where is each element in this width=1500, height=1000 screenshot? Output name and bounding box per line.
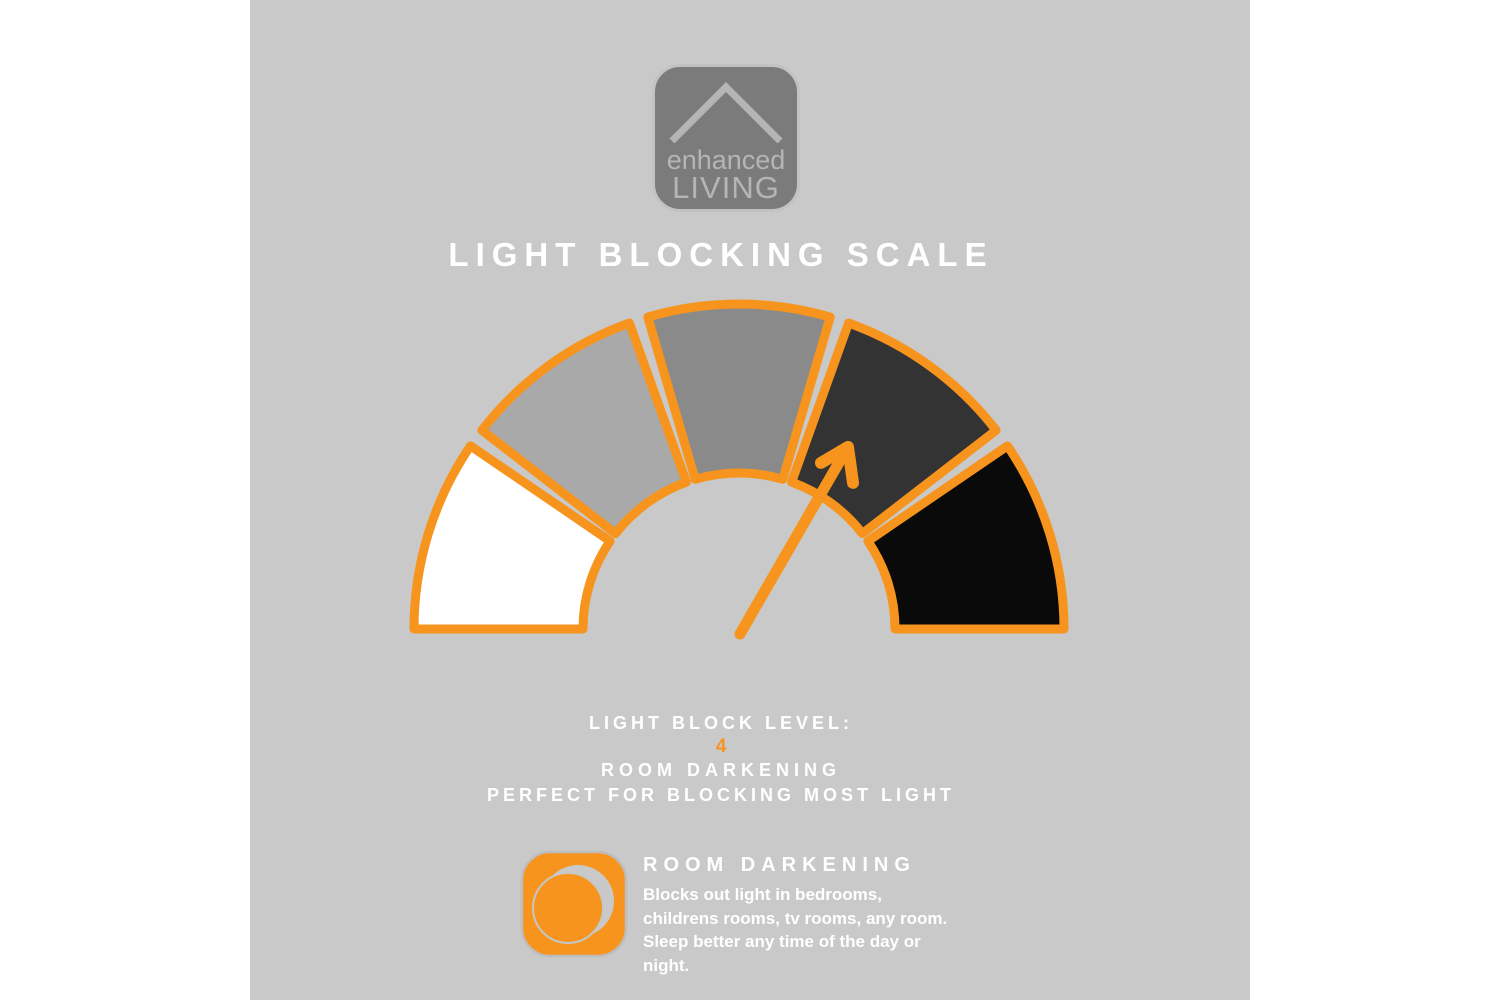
moon-icon [520, 850, 628, 958]
brand-name-bottom: LIVING [672, 170, 780, 205]
infographic-canvas: enhanced LIVING LIGHT BLOCKING SCALE LIG… [250, 0, 1250, 1000]
feature-body-line: night. [643, 955, 690, 975]
feature-text: ROOM DARKENING Blocks out light in bedro… [643, 854, 973, 977]
feature-body: Blocks out light in bedrooms, childrens … [643, 883, 973, 977]
level-value: 4 [715, 736, 727, 757]
gauge-needle [734, 441, 854, 640]
gauge-segment-level-3 [643, 299, 835, 484]
feature-body-line: Sleep better any time of the day or [643, 932, 921, 951]
level-name: ROOM DARKENING [601, 760, 841, 780]
gauge-segment-level-2 [477, 318, 691, 539]
feature-section: ROOM DARKENING Blocks out light in bedro… [520, 846, 1000, 986]
gauge-segment-level-5 [863, 441, 1069, 634]
page-title: LIGHT BLOCKING SCALE [448, 236, 994, 273]
gauge-segment-level-1 [409, 441, 615, 634]
feature-body-line: childrens rooms, tv rooms, any room. [643, 908, 948, 928]
roof-icon [669, 82, 783, 143]
moon-icon-disc [532, 872, 604, 944]
brand-name-top: enhanced [666, 145, 786, 175]
level-label: LIGHT BLOCK LEVEL: [589, 713, 853, 733]
level-tagline: PERFECT FOR BLOCKING MOST LIGHT [487, 785, 955, 805]
feature-body-line: Blocks out light in bedrooms, [643, 885, 882, 904]
level-summary: LIGHT BLOCK LEVEL: 4 ROOM DARKENING PERF… [371, 711, 1071, 808]
feature-heading: ROOM DARKENING [643, 854, 916, 876]
brand-logo: enhanced LIVING [652, 64, 800, 212]
light-blocking-gauge [409, 299, 1069, 640]
gauge-needle-arrowhead [815, 440, 859, 489]
